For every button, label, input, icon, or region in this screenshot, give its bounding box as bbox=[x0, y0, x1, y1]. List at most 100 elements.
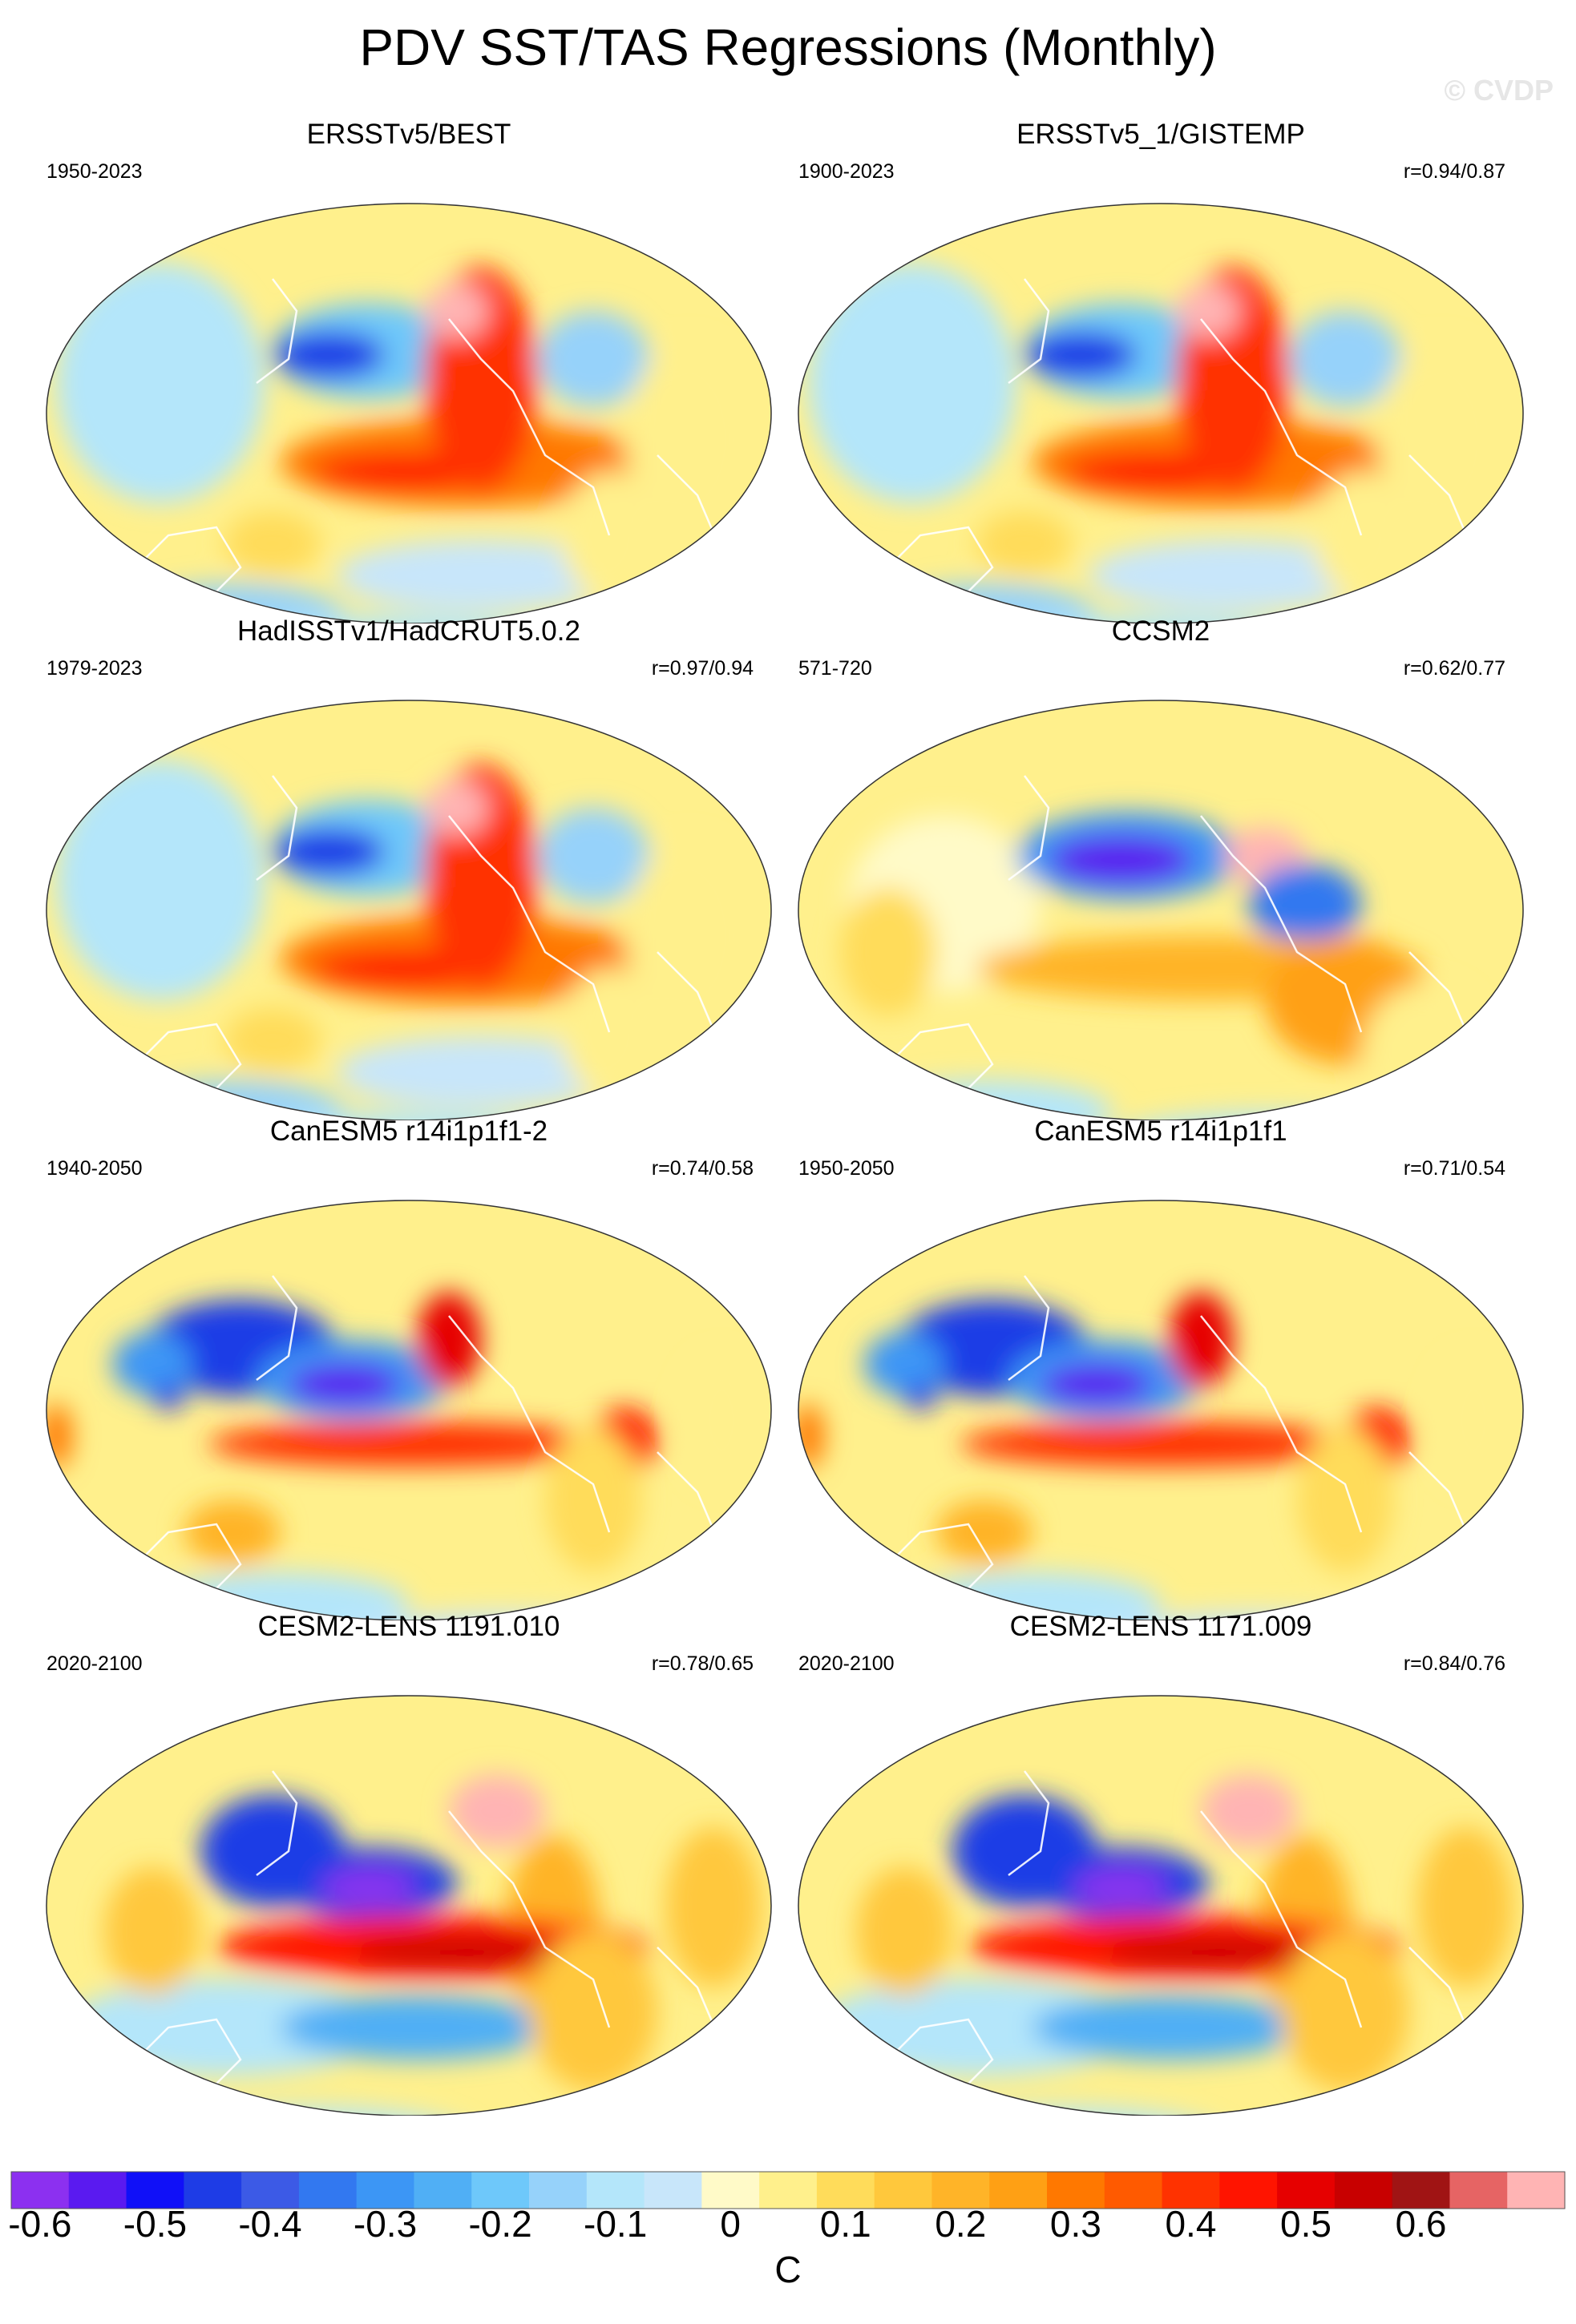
panel-title: CanESM5 r14i1p1f1 bbox=[1034, 1116, 1287, 1147]
panel-title: CanESM5 r14i1p1f1-2 bbox=[269, 1116, 548, 1147]
colorbar-tick-label: 0.5 bbox=[1280, 2203, 1332, 2245]
panel-title: ERSSTv5_1/GISTEMP bbox=[1016, 119, 1305, 150]
anomaly-region bbox=[208, 1422, 609, 1467]
anomaly-region bbox=[1169, 1292, 1233, 1388]
globe-outline bbox=[46, 700, 772, 1120]
anomaly-region bbox=[1089, 539, 1377, 611]
map-panel: CESM2-LENS 1191.010 2020-2100 r=0.78/0.65 bbox=[32, 1611, 786, 2116]
anomaly-region bbox=[449, 1775, 545, 1847]
anomaly-region bbox=[152, 1384, 184, 1408]
coastline bbox=[887, 775, 1475, 1098]
panel-years: 2020-2100 bbox=[46, 1652, 143, 1675]
panel-years: 571-720 bbox=[798, 657, 872, 680]
colorbar-tick-label: -0.3 bbox=[353, 2203, 418, 2245]
panel-years: 1950-2023 bbox=[46, 160, 143, 183]
panel-correlation: r=0.94/0.87 bbox=[1403, 160, 1505, 183]
anomaly-region bbox=[904, 1384, 936, 1408]
coastline bbox=[887, 278, 1475, 601]
globe-outline bbox=[798, 700, 1524, 1120]
colorbar-tick-label: -0.4 bbox=[238, 2203, 302, 2245]
anomaly-region bbox=[281, 1995, 553, 2060]
panel-title: ERSSTv5/BEST bbox=[306, 119, 511, 150]
anomaly-region bbox=[417, 1292, 481, 1388]
colorbar-tick-label: -0.5 bbox=[123, 2203, 188, 2245]
anomaly-region bbox=[537, 808, 649, 904]
anomaly-region bbox=[1073, 1870, 1169, 1905]
anomaly-region bbox=[976, 511, 1073, 575]
panel-correlation: r=0.74/0.58 bbox=[651, 1157, 754, 1180]
anomaly-region bbox=[184, 1500, 281, 1564]
map-globe bbox=[46, 1200, 772, 1620]
colorbar-tick-label: 0 bbox=[720, 2203, 742, 2245]
anomaly-region bbox=[665, 1827, 762, 1987]
anomaly-region bbox=[856, 1867, 952, 1995]
anomaly-region bbox=[425, 283, 489, 339]
anomaly-region bbox=[840, 888, 936, 1016]
panel-correlation: r=0.62/0.77 bbox=[1403, 657, 1505, 680]
anomaly-region bbox=[936, 1500, 1032, 1564]
anomaly-region bbox=[1201, 1775, 1297, 1847]
anomaly-region bbox=[56, 263, 265, 503]
anomaly-region bbox=[337, 1036, 625, 1108]
globe-outline bbox=[46, 203, 772, 623]
anomaly-region bbox=[1049, 836, 1193, 884]
anomaly-region bbox=[864, 1332, 944, 1396]
map-panel: HadISSTv1/HadCRUT5.0.2 1979-2023 r=0.97/0.… bbox=[32, 615, 786, 1120]
coastline bbox=[135, 278, 723, 601]
map-globe bbox=[46, 700, 772, 1120]
anomaly-region bbox=[224, 511, 321, 575]
anomaly-region bbox=[1024, 331, 1137, 379]
figure-title: PDV SST/TAS Regressions (Monthly) bbox=[359, 18, 1217, 76]
panel-years: 1950-2050 bbox=[798, 1157, 895, 1180]
anomaly-region bbox=[289, 1364, 401, 1404]
colorbar-tick-label: -0.1 bbox=[584, 2203, 648, 2245]
map-globe bbox=[798, 1200, 1524, 1620]
anomaly-region bbox=[1289, 311, 1401, 407]
anomaly-region bbox=[1297, 1428, 1393, 1572]
panel-title: CESM2-LENS 1191.010 bbox=[257, 1611, 560, 1642]
anomaly-region bbox=[545, 1428, 641, 1572]
colorbar-unit: C bbox=[774, 2249, 802, 2290]
anomaly-region bbox=[1032, 1995, 1305, 2060]
anomaly-region bbox=[1377, 343, 1505, 535]
panel-title: CCSM2 bbox=[1111, 615, 1210, 647]
coastline bbox=[135, 1770, 723, 2093]
colorbar-tick-label: 0.1 bbox=[819, 2203, 871, 2245]
coastline bbox=[887, 1275, 1475, 1598]
panel-years: 1979-2023 bbox=[46, 657, 143, 680]
map-globe bbox=[46, 1695, 772, 2116]
anomaly-region bbox=[1105, 1937, 1329, 1966]
panel-years: 1940-2050 bbox=[46, 1157, 143, 1180]
cvdp-watermark: © CVDP bbox=[1444, 74, 1554, 107]
anomaly-region bbox=[1281, 1931, 1409, 2092]
anomaly-region bbox=[273, 331, 385, 379]
anomaly-region bbox=[112, 1332, 192, 1396]
panel-correlation: r=0.84/0.76 bbox=[1403, 1652, 1505, 1675]
colorbar-tick-label: 0.2 bbox=[935, 2203, 987, 2245]
map-panel: CESM2-LENS 1171.009 2020-2100 r=0.84/0.76 bbox=[784, 1611, 1538, 2116]
panel-correlation: r=0.71/0.54 bbox=[1403, 1157, 1505, 1180]
anomaly-region bbox=[537, 311, 649, 407]
anomaly-region bbox=[960, 1422, 1361, 1467]
globe-outline bbox=[46, 1200, 772, 1620]
colorbar-tick-label: 0.3 bbox=[1049, 2203, 1101, 2245]
colorbar-tick-label: -0.6 bbox=[8, 2203, 72, 2245]
anomaly-region bbox=[104, 1867, 200, 1995]
anomaly-region bbox=[681, 1356, 762, 1484]
anomaly-region bbox=[425, 780, 489, 836]
coastline bbox=[135, 1275, 723, 1598]
anomaly-region bbox=[321, 1870, 417, 1905]
map-panel: CanESM5 r14i1p1f1-2 1940-2050 r=0.74/0.58 bbox=[32, 1116, 786, 1620]
map-panel: CCSM2 571-720 r=0.62/0.77 bbox=[784, 615, 1538, 1120]
panel-title: CESM2-LENS 1171.009 bbox=[1009, 1611, 1312, 1642]
anomaly-region bbox=[1433, 1356, 1513, 1484]
panel-years: 1900-2023 bbox=[798, 160, 895, 183]
globe-outline bbox=[46, 1695, 772, 2116]
colorbar-swatch bbox=[1507, 2172, 1566, 2209]
colorbar-tick-label: -0.2 bbox=[468, 2203, 532, 2245]
panel-correlation: r=0.97/0.94 bbox=[651, 657, 754, 680]
coastline bbox=[135, 775, 723, 1098]
anomaly-region bbox=[224, 1008, 321, 1072]
globe-outline bbox=[798, 1695, 1524, 2116]
map-panel: ERSSTv5/BEST 1950-2023 bbox=[32, 119, 786, 623]
